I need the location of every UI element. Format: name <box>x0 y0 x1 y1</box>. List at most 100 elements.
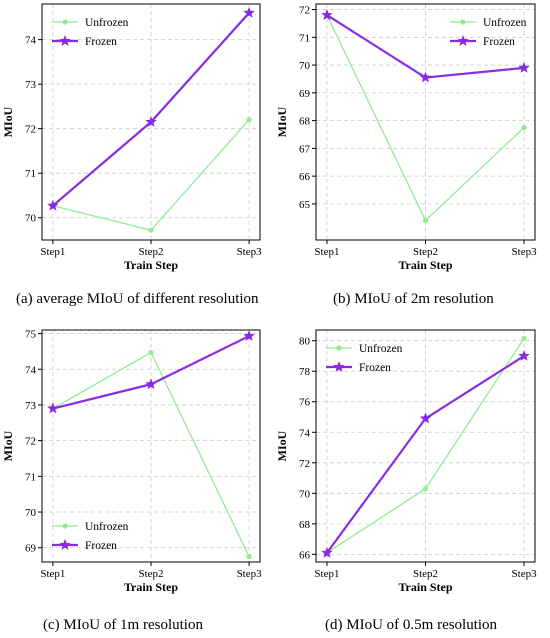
data-point-frozen <box>518 349 530 361</box>
caption-d: (d) MIoU of 0.5m resolution <box>325 617 498 633</box>
x-axis-label: Train Step <box>398 258 452 272</box>
legend-label-unfrozen: Unfrozen <box>85 521 129 533</box>
ytick-label: 80 <box>299 336 311 348</box>
data-point-unfrozen <box>246 117 252 123</box>
plot-frame <box>41 3 261 241</box>
xtick-label: Step2 <box>413 568 438 580</box>
data-point-unfrozen <box>246 554 252 560</box>
legend-label-frozen: Frozen <box>483 36 515 48</box>
legend-label-unfrozen: Unfrozen <box>85 17 129 29</box>
legend-label-frozen: Frozen <box>85 540 117 552</box>
caption-b: (b) MIoU of 2m resolution <box>333 291 494 307</box>
ytick-label: 70 <box>299 488 311 500</box>
x-axis-label: Train Step <box>398 580 452 594</box>
data-point-unfrozen <box>521 124 527 131</box>
legend: Unfrozen Frozen <box>450 17 527 48</box>
data-point-frozen <box>321 9 333 20</box>
x-axis-label: Train Step <box>124 580 178 594</box>
xtick-label: Step2 <box>138 568 163 580</box>
data-point-frozen <box>47 402 59 414</box>
ytick-label: 72 <box>25 436 36 448</box>
xtick-label: Step3 <box>237 246 263 258</box>
xtick-label: Step3 <box>237 568 263 580</box>
xtick-label: Step1 <box>314 568 339 580</box>
ytick-label: 67 <box>299 143 311 155</box>
caption-c: (c) MIoU of 1m resolution <box>43 617 203 633</box>
ytick-label: 71 <box>25 471 36 483</box>
ytick-label: 73 <box>25 400 37 412</box>
ytick-label: 74 <box>25 35 37 47</box>
ytick-label: 71 <box>25 168 36 180</box>
ytick-label: 66 <box>299 171 311 183</box>
xtick-label: Step1 <box>40 568 65 580</box>
plot-frame <box>315 3 536 241</box>
caption-a: (a) average MIoU of different resolution <box>16 291 259 307</box>
data-point-frozen <box>419 412 432 424</box>
ytick-label: 70 <box>299 60 311 72</box>
legend-marker-frozen <box>457 35 469 46</box>
series-line-frozen <box>326 355 525 554</box>
legend-marker-unfrozen <box>460 19 466 25</box>
legend: Unfrozen Frozen <box>52 521 129 552</box>
ytick-label: 72 <box>299 5 310 17</box>
data-point-frozen <box>145 116 157 127</box>
data-point-frozen <box>47 199 59 211</box>
ytick-label: 69 <box>299 88 311 100</box>
ytick-label: 72 <box>299 458 310 470</box>
ytick-label: 78 <box>299 366 311 378</box>
ytick-label: 71 <box>299 32 310 44</box>
data-point-frozen <box>243 330 255 341</box>
chart-b: 65 66 67 68 69 70 71 72 Step1 Step2 Step3 Train Ste… <box>275 3 538 272</box>
xtick-label: Step1 <box>40 246 65 258</box>
ytick-label: 65 <box>299 199 311 211</box>
legend: Unfrozen Frozen <box>326 343 403 374</box>
plot-frame <box>315 329 536 563</box>
data-point-frozen <box>321 546 333 558</box>
ytick-label: 74 <box>299 427 311 439</box>
legend-label-frozen: Frozen <box>359 362 391 374</box>
legend-label-unfrozen: Unfrozen <box>359 343 403 355</box>
ytick-label: 70 <box>25 507 37 519</box>
legend: Unfrozen Frozen <box>52 17 129 48</box>
ytick-label: 70 <box>25 213 37 225</box>
xtick-label: Step1 <box>314 246 339 258</box>
data-point-frozen <box>145 378 157 390</box>
ytick-label: 74 <box>25 364 37 376</box>
data-point-unfrozen <box>148 227 154 233</box>
legend-label-frozen: Frozen <box>85 36 117 48</box>
y-axis-label: MIoU <box>275 430 289 461</box>
data-point-unfrozen <box>148 349 154 356</box>
data-point-unfrozen <box>422 486 429 492</box>
y-axis-label: MIoU <box>1 430 15 461</box>
ytick-label: 75 <box>25 329 37 341</box>
legend-marker-frozen <box>59 35 71 46</box>
xtick-label: Step3 <box>512 568 538 580</box>
data-point-frozen <box>518 61 530 73</box>
xtick-label: Step3 <box>512 246 538 258</box>
ytick-label: 72 <box>25 124 36 136</box>
legend-marker-unfrozen <box>62 523 68 529</box>
xtick-label: Step2 <box>138 246 163 258</box>
y-axis-label: MIoU <box>1 106 15 137</box>
data-point-frozen <box>243 6 255 18</box>
legend-label-unfrozen: Unfrozen <box>483 17 527 29</box>
ytick-label: 76 <box>299 397 311 409</box>
data-point-unfrozen <box>422 217 429 224</box>
ytick-label: 66 <box>299 549 311 561</box>
ytick-label: 68 <box>299 116 311 128</box>
y-axis-label: MIoU <box>275 106 289 137</box>
chart-c: 69 70 71 72 73 74 75 Step1 Step2 Step3 Train Step M… <box>1 329 262 594</box>
ytick-label: 73 <box>25 79 37 91</box>
legend-marker-unfrozen <box>62 19 68 25</box>
data-point-frozen <box>419 71 432 83</box>
legend-marker-frozen <box>333 361 345 372</box>
chart-d: 66 68 70 72 74 76 78 80 Step1 Step2 Step3 Train Ste… <box>275 329 538 594</box>
legend-marker-frozen <box>59 539 71 550</box>
x-axis-label: Train Step <box>124 258 178 272</box>
plot-frame <box>41 329 261 563</box>
data-point-unfrozen <box>521 335 527 341</box>
xtick-label: Step2 <box>413 246 438 258</box>
ytick-label: 68 <box>299 519 311 531</box>
chart-a: 70 71 72 73 74 Step1 Step2 Step3 Train Step MIoU U… <box>1 3 263 272</box>
